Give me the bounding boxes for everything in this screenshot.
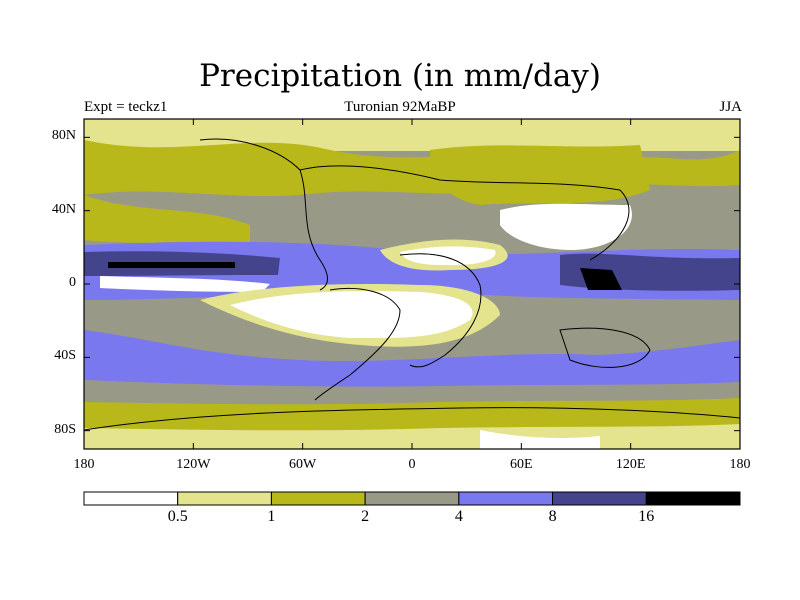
colorbar-level-label: 16	[638, 508, 655, 525]
colorbar-level-label: 4	[454, 508, 463, 525]
x-tick-label: 60W	[289, 457, 317, 472]
precip-dry-east-pacific	[100, 276, 270, 292]
coastline-australia	[559, 327, 651, 368]
precip-dry-asia	[500, 203, 632, 250]
colorbar-level-label: 2	[361, 508, 370, 525]
colorbar-box	[270, 491, 366, 506]
y-tick-label: 80S	[54, 421, 76, 437]
precip-dry-sahara	[400, 246, 496, 266]
y-tick-label: 40N	[51, 201, 76, 217]
colorbar-level-label: 8	[548, 508, 557, 525]
y-tick-label: 0	[69, 275, 76, 290]
precip-dry-core	[230, 291, 473, 339]
precip-south-purple	[84, 330, 740, 396]
x-tick-label: 120W	[176, 457, 211, 472]
colorbar	[83, 491, 741, 506]
x-tick-label: 180	[729, 457, 751, 472]
colorbar-box	[177, 491, 272, 506]
season-label: JJA	[719, 99, 742, 115]
experiment-label: Expt = teckz1	[84, 99, 168, 115]
precip-south-olive	[84, 398, 740, 433]
colorbar-box	[458, 491, 554, 506]
colorbar-box	[645, 491, 741, 506]
coastline-outlines	[84, 138, 740, 431]
colorbar-level-label: 1	[267, 508, 276, 525]
precip-itcz-black	[108, 262, 235, 268]
x-tick-label: 120E	[615, 457, 646, 472]
x-tick-label: 0	[408, 457, 416, 472]
plot-title: Precipitation (in mm/day)	[199, 58, 601, 94]
coastline-north-america	[199, 138, 328, 291]
period-label: Turonian 92MaBP	[344, 99, 456, 115]
colorbar-box	[552, 491, 647, 506]
colorbar-level-label: 0.5	[167, 508, 188, 525]
colorbar-box	[364, 491, 460, 506]
axis-ticks	[83, 119, 741, 449]
colorbar-box	[83, 491, 179, 506]
coastline-south-america	[314, 287, 401, 401]
precip-north-pacific-olive	[84, 195, 250, 250]
coastline-eurasia	[299, 165, 630, 261]
coastline-africa	[399, 253, 482, 368]
precip-antarctic-white	[480, 430, 600, 449]
precip-asia-olive	[430, 145, 650, 205]
x-tick-label: 180	[73, 457, 95, 472]
y-tick-label: 40S	[54, 348, 76, 364]
y-tick-label: 80N	[51, 128, 76, 144]
x-tick-label: 60E	[510, 457, 533, 472]
precip-wpac-black	[580, 268, 622, 290]
coastline-antarctica	[84, 407, 740, 431]
map-fill-layer	[84, 119, 740, 449]
